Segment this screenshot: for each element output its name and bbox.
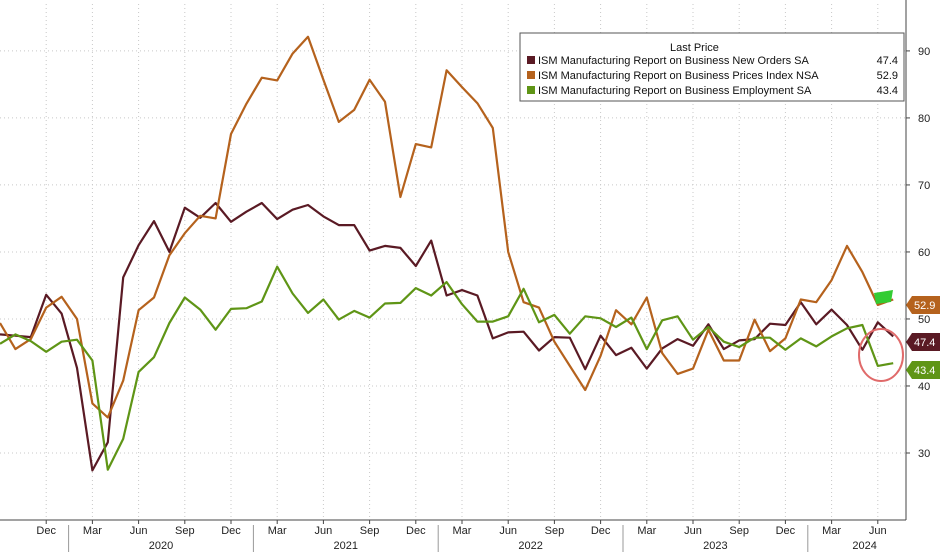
x-tick-label: Mar xyxy=(83,525,102,537)
series-line-3 xyxy=(0,265,894,471)
badge-label-2: 52.9 xyxy=(914,300,935,312)
x-tick-label: Jun xyxy=(684,525,702,537)
x-tick-label: Sep xyxy=(545,525,565,537)
legend-swatch-2 xyxy=(527,71,535,79)
x-tick-label: Mar xyxy=(453,525,472,537)
annotations xyxy=(858,290,904,382)
y-tick-label: 40 xyxy=(918,381,930,393)
x-tick-label: Sep xyxy=(360,525,380,537)
x-tick-label: Sep xyxy=(729,525,749,537)
x-tick-label: Dec xyxy=(776,525,796,537)
year-label: 2024 xyxy=(852,540,876,552)
x-tick-label: Dec xyxy=(36,525,56,537)
year-label: 2023 xyxy=(703,540,727,552)
x-tick-label: Dec xyxy=(591,525,611,537)
green-arrow-marker xyxy=(874,290,893,304)
year-label: 2022 xyxy=(518,540,542,552)
x-tick-label: Jun xyxy=(130,525,148,537)
y-tick-label: 70 xyxy=(918,180,930,192)
x-tick-label: Mar xyxy=(822,525,841,537)
legend-label-2: ISM Manufacturing Report on Business Pri… xyxy=(538,70,819,82)
badge-2 xyxy=(906,296,940,314)
series-line-2 xyxy=(0,35,894,419)
legend-title: Last Price xyxy=(670,42,719,54)
y-tick-label: 50 xyxy=(918,314,930,326)
x-tick-label: Jun xyxy=(869,525,887,537)
y-tick-label: 30 xyxy=(918,448,930,460)
legend-swatch-3 xyxy=(527,86,535,94)
series-line-1 xyxy=(0,201,894,472)
badge-label-3: 43.4 xyxy=(914,365,935,377)
year-label: 2021 xyxy=(334,540,358,552)
badge-label-1: 47.4 xyxy=(914,337,935,349)
x-tick-label: Dec xyxy=(221,525,241,537)
series-lines xyxy=(0,35,894,472)
x-tick-label: Dec xyxy=(406,525,426,537)
legend-value-2: 52.9 xyxy=(877,70,898,82)
legend-label-3: ISM Manufacturing Report on Business Emp… xyxy=(538,85,812,97)
year-label: 2020 xyxy=(149,540,173,552)
badge-1 xyxy=(906,333,940,351)
y-tick-label: 80 xyxy=(918,113,930,125)
last-price-badges: 52.9 47.4 43.4 xyxy=(906,296,940,379)
x-tick-label: Jun xyxy=(315,525,333,537)
x-tick-label: Jun xyxy=(499,525,517,537)
legend-swatch-1 xyxy=(527,56,535,64)
badge-3 xyxy=(906,361,940,379)
legend-value-3: 43.4 xyxy=(877,85,898,97)
x-tick-label: Mar xyxy=(637,525,656,537)
grid-lines xyxy=(0,4,906,520)
legend-box xyxy=(519,32,905,102)
x-tick-label: Sep xyxy=(175,525,195,537)
x-tick-label: Mar xyxy=(268,525,287,537)
legend-value-1: 47.4 xyxy=(877,55,898,67)
y-tick-label: 90 xyxy=(918,46,930,58)
y-tick-label: 60 xyxy=(918,247,930,259)
highlight-circle xyxy=(858,328,904,382)
legend-label-1: ISM Manufacturing Report on Business New… xyxy=(538,55,810,67)
